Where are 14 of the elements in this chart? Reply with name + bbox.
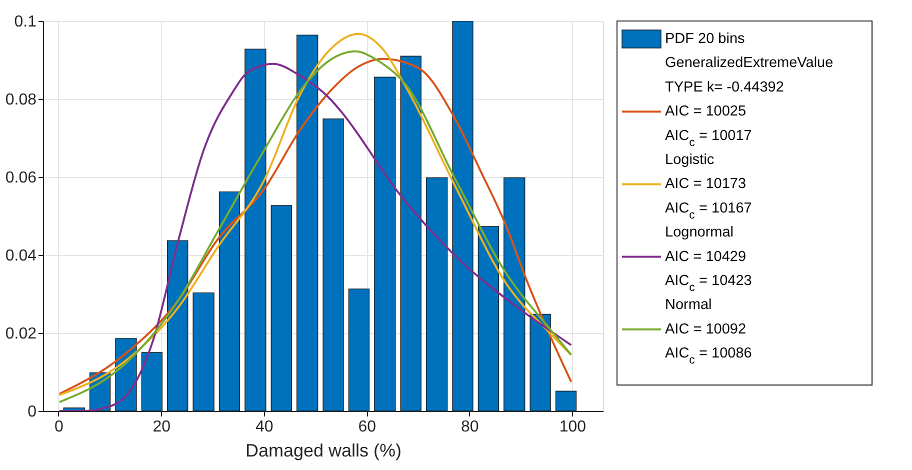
x-tick-label: 40: [256, 418, 274, 436]
x-tick-label: 80: [461, 418, 479, 436]
y-tick-label: 0: [28, 404, 37, 420]
x-axis-title: Damaged walls (%): [245, 440, 402, 460]
x-tick-label: 60: [358, 418, 376, 436]
legend-label: PDF 20 bins: [665, 31, 745, 47]
y-tick-label: 0.02: [5, 326, 37, 342]
y-tick-label: 0.1: [14, 14, 37, 30]
y-tick-label: 0.04: [5, 248, 37, 264]
x-tick-label: 100: [559, 418, 586, 436]
y-tick-label: 0.06: [5, 170, 37, 186]
y-tick-label: 0.08: [5, 92, 37, 108]
x-tick-label: 20: [152, 418, 171, 436]
x-tick-label: 0: [54, 418, 64, 436]
